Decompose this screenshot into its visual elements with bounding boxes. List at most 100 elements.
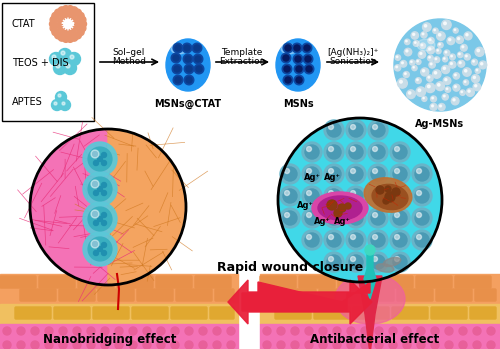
Circle shape [302,43,312,53]
Circle shape [422,96,427,101]
Circle shape [416,59,421,65]
Circle shape [479,61,487,69]
FancyBboxPatch shape [358,289,394,301]
Circle shape [184,64,194,74]
Circle shape [415,189,429,203]
FancyBboxPatch shape [98,289,134,301]
Polygon shape [358,276,382,349]
Circle shape [372,191,378,195]
FancyBboxPatch shape [470,307,496,319]
Circle shape [412,208,432,228]
Circle shape [466,55,467,57]
Circle shape [61,51,65,55]
Circle shape [173,55,179,61]
Circle shape [98,216,102,222]
Circle shape [414,40,419,46]
Polygon shape [364,252,376,299]
Circle shape [102,221,106,225]
Circle shape [334,209,342,217]
Circle shape [83,142,117,176]
Circle shape [371,189,385,203]
Circle shape [436,49,441,54]
Circle shape [83,202,117,236]
Circle shape [327,255,341,269]
Circle shape [442,65,450,74]
Circle shape [404,39,410,45]
Circle shape [283,43,293,53]
Circle shape [429,39,431,40]
Circle shape [263,341,271,349]
Circle shape [186,66,192,72]
Circle shape [428,57,430,58]
Circle shape [293,54,303,64]
Circle shape [171,327,179,335]
Circle shape [428,55,434,61]
Circle shape [91,210,99,218]
Circle shape [88,177,112,201]
Circle shape [57,13,79,35]
Circle shape [102,161,106,165]
Text: CTAT: CTAT [12,19,36,29]
Circle shape [328,235,334,239]
Circle shape [54,61,66,74]
Circle shape [175,45,181,51]
Circle shape [418,51,426,58]
Circle shape [319,341,327,349]
FancyBboxPatch shape [20,289,56,301]
Circle shape [418,89,420,91]
Circle shape [445,79,447,81]
Circle shape [102,191,106,195]
Circle shape [52,29,59,36]
FancyBboxPatch shape [0,276,36,288]
FancyBboxPatch shape [0,304,238,324]
FancyBboxPatch shape [215,289,234,301]
Circle shape [433,28,438,34]
Circle shape [438,84,440,86]
Circle shape [383,198,389,204]
Circle shape [87,327,95,335]
Circle shape [487,341,495,349]
Circle shape [101,341,109,349]
Circle shape [296,77,302,83]
Circle shape [194,64,204,74]
Circle shape [305,233,319,247]
Circle shape [283,189,297,203]
Text: Nanobridging effect: Nanobridging effect [44,333,176,346]
Circle shape [436,82,444,91]
Text: TEOS + DIS: TEOS + DIS [12,58,68,68]
Circle shape [368,252,388,272]
FancyBboxPatch shape [0,324,238,349]
Circle shape [446,88,448,90]
Circle shape [328,213,334,217]
Circle shape [368,142,388,162]
Circle shape [414,42,416,43]
Circle shape [406,50,408,52]
Circle shape [404,72,409,77]
Circle shape [305,341,313,349]
Circle shape [421,32,427,38]
Circle shape [195,56,201,62]
FancyBboxPatch shape [171,307,207,319]
Circle shape [186,77,192,83]
Circle shape [432,70,441,78]
Circle shape [92,211,98,216]
Ellipse shape [318,196,362,220]
Circle shape [30,129,186,285]
Circle shape [129,341,137,349]
Circle shape [324,142,344,162]
Ellipse shape [171,44,187,54]
Circle shape [62,102,65,105]
Circle shape [443,77,451,84]
Circle shape [306,235,312,239]
Circle shape [294,64,304,74]
Circle shape [417,341,425,349]
Circle shape [404,73,406,74]
Circle shape [445,341,453,349]
Circle shape [393,255,407,269]
Circle shape [474,85,477,87]
Circle shape [302,186,322,206]
Text: Ag⁺: Ag⁺ [324,173,340,183]
FancyBboxPatch shape [156,276,192,288]
Circle shape [426,75,433,81]
Circle shape [102,243,106,247]
